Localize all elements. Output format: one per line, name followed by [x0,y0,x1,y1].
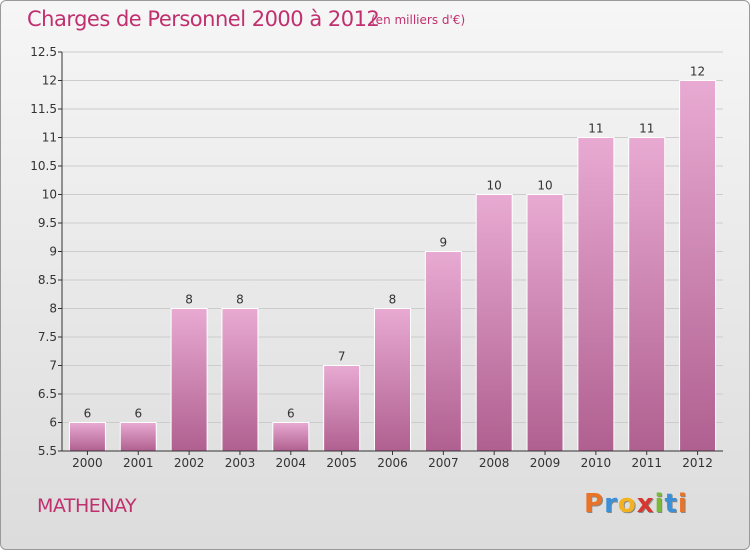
proxiti-logo: Proxiti [584,489,688,519]
bar-2001 [119,422,157,452]
bar-2008 [475,194,513,452]
data-label: 6 [134,407,142,421]
y-tick-label: 5.5 [38,444,57,458]
x-tick-label: 2008 [479,456,510,470]
x-tick-label: 2006 [377,456,408,470]
data-label: 11 [588,122,603,136]
data-label: 12 [690,65,705,79]
place-name: MATHENAY [37,495,137,517]
logo-letter: i [677,489,688,519]
bar-2011 [628,137,666,452]
data-label: 7 [338,350,346,364]
bar-2010 [577,137,615,452]
data-label: 11 [639,122,654,136]
logo-letter: P [584,489,605,519]
bar-2000 [68,422,106,452]
y-tick-label: 12.5 [30,45,57,59]
bars [68,80,717,452]
y-tick-label: 6.5 [38,387,57,401]
bar-2009 [526,194,564,452]
bar-2004 [272,422,310,452]
logo-letter: x [636,489,655,519]
data-label: 6 [84,407,92,421]
y-tick-label: 9.5 [38,216,57,230]
y-tick-label: 7 [49,359,57,373]
y-tick-label: 9 [49,245,57,259]
y-tick-labels: 5.5 6 6.5 7 7.5 8 8.5 9 9.5 10 10.5 11 11.5 12 12.5 [30,45,57,458]
logo-letter: t [664,489,678,519]
data-labels: 6 6 8 8 6 7 8 9 10 10 11 11 12 [84,65,706,421]
y-tick-label: 10.5 [30,159,57,173]
bar-2005 [323,365,361,452]
y-tick-label: 11 [42,131,57,145]
x-tick-label: 2007 [428,456,459,470]
bar-2007 [424,251,462,452]
x-tick-label: 2003 [225,456,256,470]
x-tick-label: 2004 [276,456,307,470]
bar-2006 [374,308,411,452]
logo-letter: r [604,489,618,519]
y-tick-label: 8.5 [38,273,57,287]
y-tick-label: 8 [49,302,57,316]
x-tick-labels: 2000 2001 2002 2003 2004 2005 2006 2007 2008 2009… [72,456,713,470]
x-tick-label: 2005 [326,456,357,470]
data-label: 8 [185,293,193,307]
y-tick-label: 6 [49,416,57,430]
data-label: 6 [287,407,295,421]
bar-2003 [221,308,259,452]
x-tick-label: 2009 [530,456,561,470]
chart-title: Charges de Personnel 2000 à 2012 [27,7,380,31]
y-tick-label: 12 [42,74,57,88]
y-tick-label: 10 [42,188,57,202]
data-label: 10 [487,179,502,193]
x-tick-label: 2012 [682,456,713,470]
x-tick-label: 2011 [631,456,662,470]
bar-2012 [679,80,717,452]
bar-2002 [170,308,208,452]
x-tick-label: 2000 [72,456,103,470]
data-label: 8 [389,293,397,307]
x-tick-label: 2002 [174,456,205,470]
logo-letter: o [617,489,637,519]
chart-subtitle: (en milliers d'€) [371,13,466,27]
x-tick-label: 2001 [123,456,154,470]
y-tick-label: 7.5 [38,330,57,344]
data-label: 8 [236,293,244,307]
x-tick-label: 2010 [581,456,612,470]
axes [58,51,723,455]
data-label: 9 [440,236,448,250]
data-label: 10 [537,179,552,193]
y-tick-label: 11.5 [30,102,57,116]
logo-letter: i [654,489,665,519]
